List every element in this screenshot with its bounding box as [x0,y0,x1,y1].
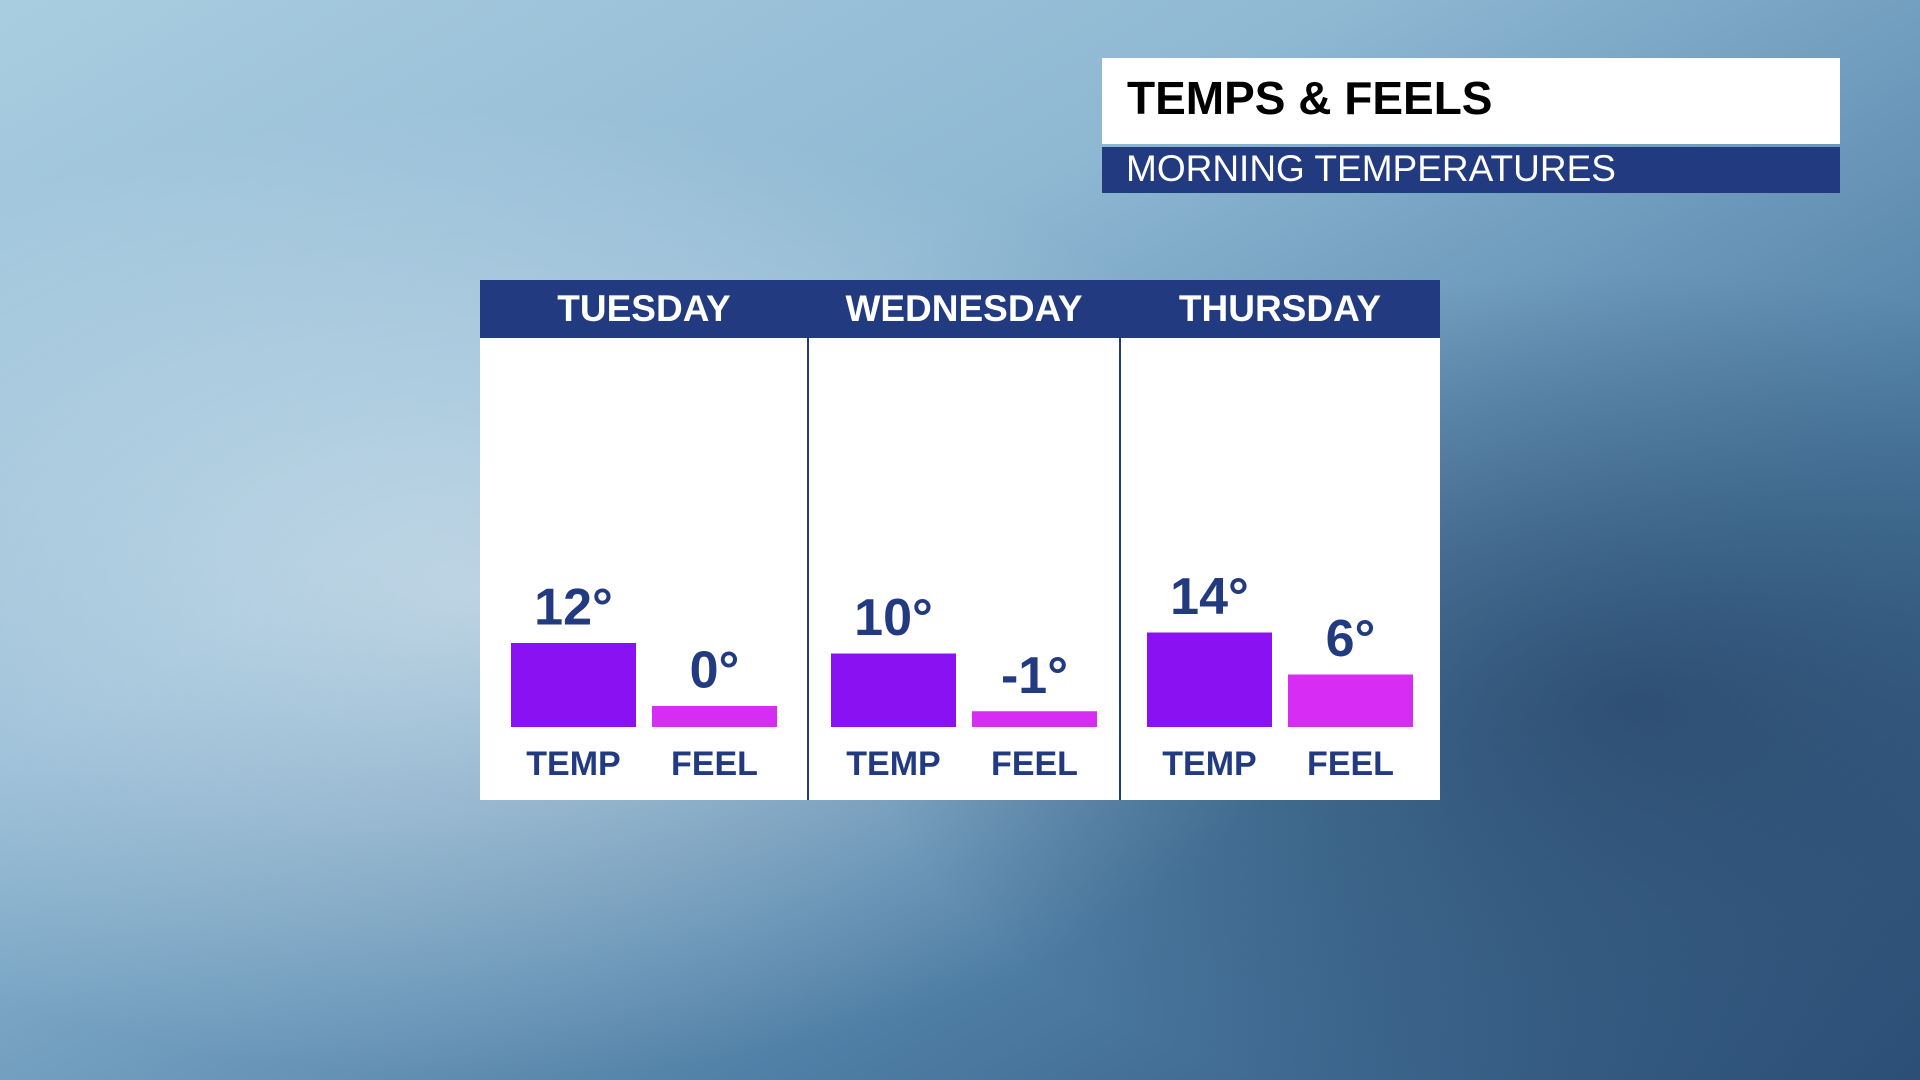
series-label: FEEL [1307,745,1394,783]
day-label: TUESDAY [557,288,731,329]
day-label: WEDNESDAY [845,288,1082,329]
bar [831,653,956,727]
value-label: 12° [534,579,613,637]
bar [972,711,1097,727]
chart-title: TEMPS & FEELS [1127,72,1492,124]
series-label: TEMP [1162,745,1256,783]
bar [1288,674,1413,727]
panel-header [480,280,1440,338]
value-label: 10° [854,589,933,647]
value-label: -1° [1001,647,1068,705]
series-label: FEEL [991,745,1078,783]
day-label: THURSDAY [1179,288,1381,329]
bar [1147,632,1272,727]
bar [511,643,636,727]
series-label: TEMP [846,745,940,783]
bar [652,706,777,727]
chart-subtitle: MORNING TEMPERATURES [1126,148,1616,189]
value-label: 14° [1170,568,1249,626]
value-label: 6° [1326,610,1376,668]
series-label: TEMP [526,745,620,783]
panel [480,280,1440,800]
title-box [1102,58,1840,144]
value-label: 0° [690,642,740,700]
subtitle-box [1102,147,1840,193]
series-label: FEEL [671,745,758,783]
